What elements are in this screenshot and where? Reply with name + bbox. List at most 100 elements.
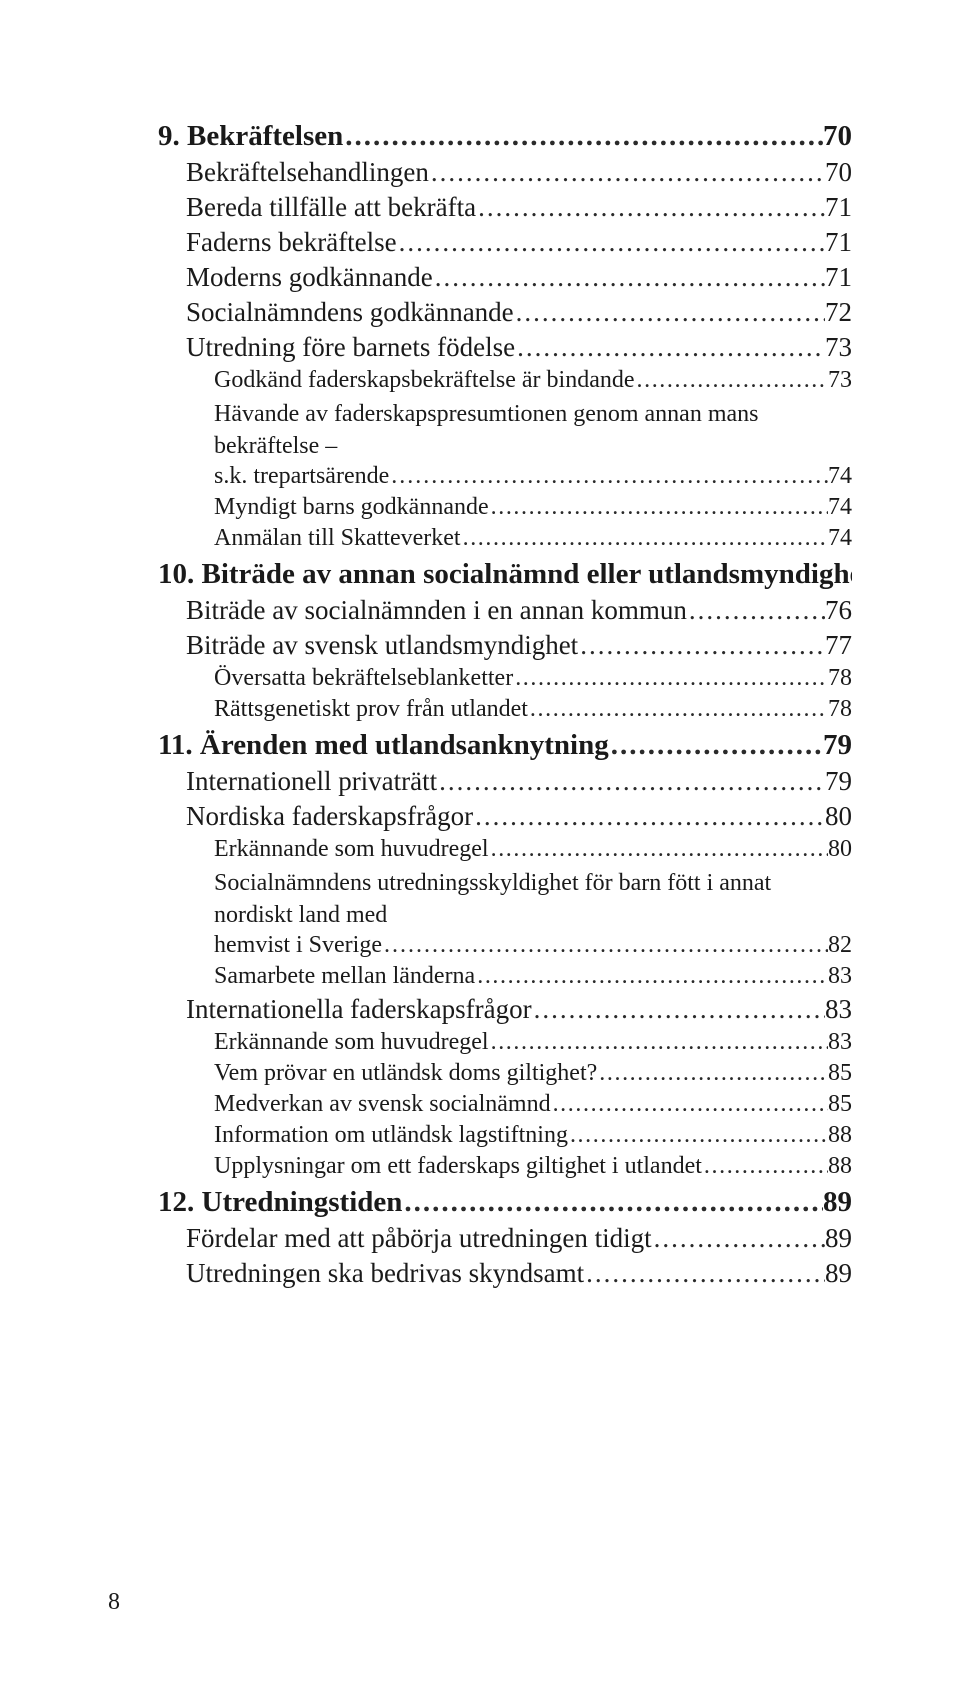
toc-label: Utredning före barnets födelse: [186, 332, 515, 363]
toc-page-number: 74: [828, 525, 852, 552]
toc-entry: Godkänd faderskapsbekräftelse är bindand…: [214, 367, 852, 394]
toc-entry: Hävande av faderskapspresumtionen genom …: [214, 398, 852, 490]
page-number: 8: [108, 1589, 120, 1616]
toc-label: Socialnämndens utredningsskyldighet för …: [214, 867, 852, 932]
toc-page-number: 89: [825, 1258, 852, 1289]
toc-page-number: 80: [825, 801, 852, 832]
toc-entry: 9. Bekräftelsen70: [158, 120, 852, 153]
toc-label: Fördelar med att påbörja utredningen tid…: [186, 1223, 652, 1254]
toc-page-number: 88: [828, 1122, 852, 1149]
toc-label: 10. Biträde av annan socialnämnd eller u…: [158, 558, 852, 591]
toc-list: 9. Bekräftelsen70 Bekräftelsehandlingen 70…: [158, 120, 852, 1289]
toc-label: Information om utländsk lagstiftning: [214, 1122, 568, 1149]
toc-label: Översatta bekräftelseblanketter: [214, 665, 513, 692]
toc-page-number: 71: [825, 227, 852, 258]
toc-page-number: 88: [828, 1153, 852, 1180]
toc-leader-dots: [609, 729, 823, 762]
toc-leader-dots: [402, 1186, 823, 1219]
toc-leader-dots: [461, 525, 828, 552]
toc-leader-dots: [652, 1223, 825, 1254]
toc-entry: Nordiska faderskapsfrågor 80: [186, 801, 852, 832]
toc-label: Godkänd faderskapsbekräftelse är bindand…: [214, 367, 635, 394]
toc-entry: Bereda tillfälle att bekräfta71: [186, 192, 852, 223]
toc-page-number: 72: [825, 297, 852, 328]
toc-page-number: 83: [828, 1029, 852, 1056]
toc-leader-dots: [635, 367, 829, 394]
toc-label: Internationell privaträtt: [186, 766, 437, 797]
toc-label: Samarbete mellan länderna: [214, 963, 475, 990]
toc-page-number: 71: [825, 192, 852, 223]
toc-entry: Fördelar med att påbörja utredningen tid…: [186, 1223, 852, 1254]
toc-entry: Biträde av socialnämnden i en annan komm…: [186, 595, 852, 626]
toc-page-number: 70: [823, 120, 852, 153]
toc-label: Medverkan av svensk socialnämnd: [214, 1091, 551, 1118]
toc-label: Faderns bekräftelse: [186, 227, 397, 258]
toc-label: Upplysningar om ett faderskaps giltighet…: [214, 1153, 702, 1180]
toc-entry: Biträde av svensk utlandsmyndighet77: [186, 630, 852, 661]
toc-entry: 11. Ärenden med utlandsanknytning 79: [158, 729, 852, 762]
toc-label: 12. Utredningstiden: [158, 1186, 402, 1219]
toc-page-number: 77: [825, 630, 852, 661]
toc-page-number: 70: [825, 157, 852, 188]
toc-page-number: 78: [828, 665, 852, 692]
toc-leader-dots: [389, 463, 828, 490]
toc-entry: 12. Utredningstiden 89: [158, 1186, 852, 1219]
toc-leader-dots: [475, 963, 828, 990]
toc-label: Utredningen ska bedrivas skyndsamt: [186, 1258, 584, 1289]
toc-label: Biträde av socialnämnden i en annan komm…: [186, 595, 687, 626]
toc-leader-dots: [476, 192, 825, 223]
toc-entry: Upplysningar om ett faderskaps giltighet…: [214, 1153, 852, 1180]
toc-page-number: 71: [825, 262, 852, 293]
toc-entry: Moderns godkännande 71: [186, 262, 852, 293]
toc-entry: Internationell privaträtt 79: [186, 766, 852, 797]
toc-label: Rättsgenetiskt prov från utlandet: [214, 696, 528, 723]
toc-label: Bekräftelsehandlingen: [186, 157, 429, 188]
toc-label: Erkännande som huvudregel: [214, 836, 489, 863]
toc-leader-dots: [515, 332, 825, 363]
toc-entry: Information om utländsk lagstiftning 88: [214, 1122, 852, 1149]
toc-entry: Socialnämndens godkännande 72: [186, 297, 852, 328]
toc-entry: Erkännande som huvudregel80: [214, 836, 852, 863]
toc-leader-dots: [489, 494, 828, 521]
toc-leader-dots: [528, 696, 828, 723]
toc-leader-dots: [489, 836, 828, 863]
toc-label: Anmälan till Skatteverket: [214, 525, 461, 552]
toc-page-number: 79: [823, 729, 852, 762]
toc-label: Socialnämndens godkännande: [186, 297, 514, 328]
toc-leader-dots: [473, 801, 825, 832]
toc-label: Erkännande som huvudregel: [214, 1029, 489, 1056]
toc-page-number: 85: [828, 1091, 852, 1118]
toc-entry: Anmälan till Skatteverket 74: [214, 525, 852, 552]
toc-page-number: 73: [828, 367, 852, 394]
toc-label: 11. Ärenden med utlandsanknytning: [158, 729, 609, 762]
toc-label: Nordiska faderskapsfrågor: [186, 801, 473, 832]
toc-leader-dots: [532, 994, 825, 1025]
toc-entry: Faderns bekräftelse 71: [186, 227, 852, 258]
toc-entry: Internationella faderskapsfrågor83: [186, 994, 852, 1025]
toc-label: Hävande av faderskapspresumtionen genom …: [214, 398, 852, 463]
toc-leader-dots: [578, 630, 825, 661]
toc-leader-dots: [687, 595, 825, 626]
toc-page-number: 74: [828, 494, 852, 521]
toc-leader-dots: [513, 665, 828, 692]
toc-page-number: 89: [823, 1186, 852, 1219]
toc-entry: Översatta bekräftelseblanketter 78: [214, 665, 852, 692]
toc-page-number: 79: [825, 766, 852, 797]
toc-leader-dots: [433, 262, 825, 293]
toc-page-number: 85: [828, 1060, 852, 1087]
toc-page-number: 78: [828, 696, 852, 723]
toc-entry: Utredning före barnets födelse 73: [186, 332, 852, 363]
toc-leader-dots: [584, 1258, 825, 1289]
toc-leader-dots: [702, 1153, 828, 1180]
toc-leader-dots: [568, 1122, 828, 1149]
toc-leader-dots: [382, 932, 828, 959]
toc-leader-dots: [551, 1091, 828, 1118]
toc-page: 9. Bekräftelsen70 Bekräftelsehandlingen 70…: [0, 0, 960, 1688]
toc-leader-dots: [429, 157, 825, 188]
toc-entry: Bekräftelsehandlingen 70: [186, 157, 852, 188]
toc-page-number: 73: [825, 332, 852, 363]
toc-leader-dots: [597, 1060, 828, 1087]
toc-label: Moderns godkännande: [186, 262, 433, 293]
toc-label: hemvist i Sverige: [214, 932, 382, 959]
toc-page-number: 89: [825, 1223, 852, 1254]
